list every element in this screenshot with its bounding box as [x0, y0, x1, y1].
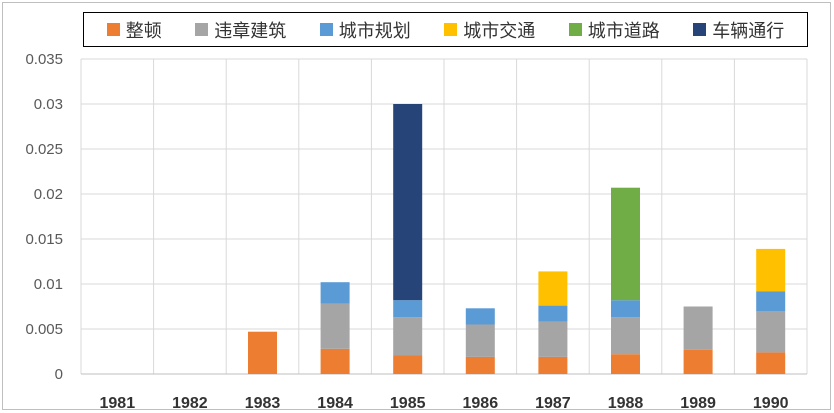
bar-segment [756, 311, 786, 353]
legend-item: 车辆通行 [693, 17, 784, 43]
legend-item: 城市规划 [319, 17, 411, 43]
bar-segment [538, 305, 568, 322]
bar-segment [320, 282, 350, 304]
bar-segment [248, 331, 277, 374]
bar-segment [538, 321, 568, 357]
legend-item: 城市道路 [568, 17, 660, 43]
y-tick-label: 0.005 [25, 321, 63, 338]
legend-label: 城市交通 [463, 20, 536, 42]
bar-segment [611, 354, 640, 374]
bar-segment [611, 187, 640, 301]
bar-segment [538, 356, 568, 374]
x-tick-label: 1988 [608, 395, 644, 412]
bar-segment [393, 300, 423, 318]
legend-swatch [106, 23, 120, 36]
legend-label: 违章建筑 [214, 20, 287, 42]
bar-segment [393, 317, 423, 356]
legend-item: 城市交通 [444, 17, 535, 43]
x-tick-label: 1982 [172, 395, 208, 412]
legend-swatch [319, 23, 333, 36]
y-tick-label: 0.035 [25, 51, 63, 68]
y-tick-label: 0 [55, 366, 63, 383]
bar-segment [393, 104, 423, 301]
legend-swatch [693, 23, 707, 36]
bar-segment [393, 355, 423, 374]
x-tick-label: 1987 [535, 395, 571, 412]
x-tick-label: 1985 [390, 395, 426, 412]
bar-segment [756, 291, 786, 311]
legend-label: 城市道路 [587, 20, 660, 42]
y-tick-label: 0.01 [34, 276, 63, 293]
legend-item: 整顿 [106, 17, 162, 43]
x-tick-label: 1989 [680, 395, 716, 412]
x-tick-label: 1986 [463, 395, 499, 412]
bar-segment [465, 308, 495, 325]
bar-segment [465, 324, 495, 357]
legend: 整顿 违章建筑 城市规划 城市交通 城市道路 车辆通行 [83, 12, 808, 47]
legend-swatch [568, 23, 582, 36]
legend-swatch [444, 23, 458, 36]
x-tick-label: 1981 [100, 395, 136, 412]
legend-item: 违章建筑 [195, 17, 286, 43]
bar-segment [538, 271, 568, 306]
legend-label: 车辆通行 [712, 20, 785, 42]
bar-segment [320, 303, 350, 349]
y-tick-label: 0.03 [34, 96, 63, 113]
legend-label: 城市规划 [338, 20, 411, 42]
bar-segment [320, 348, 350, 374]
bar-segment [683, 306, 713, 350]
bar-segment [465, 356, 495, 374]
y-tick-label: 0.025 [25, 141, 63, 158]
bar-segment [756, 248, 786, 292]
y-tick-label: 0.015 [25, 231, 63, 248]
bar-segment [611, 317, 640, 355]
bar-segment [611, 300, 640, 318]
x-tick-label: 1984 [317, 395, 353, 412]
y-tick-label: 0.02 [34, 186, 63, 203]
legend-label: 整顿 [125, 20, 162, 42]
bar-segment [756, 352, 786, 374]
x-tick-label: 1990 [753, 395, 789, 412]
bar-segment [683, 349, 713, 374]
legend-swatch [195, 23, 209, 36]
x-tick-label: 1983 [245, 395, 281, 412]
